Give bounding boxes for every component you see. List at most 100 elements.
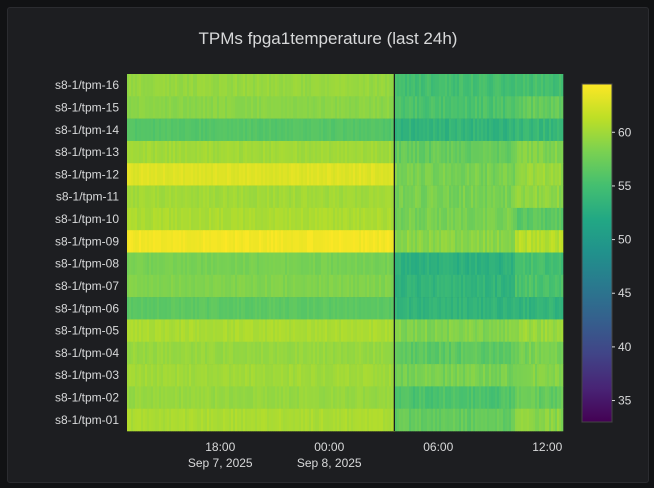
heatmap-cell: [135, 319, 138, 343]
heatmap-cell: [187, 319, 190, 343]
heatmap-cell: [249, 252, 252, 276]
heatmap-cell: [217, 386, 220, 409]
heatmap-cell: [217, 96, 220, 119]
heatmap-cell: [449, 163, 452, 186]
heatmap-cell: [359, 74, 362, 97]
heatmap-cell: [419, 341, 422, 365]
heatmap-cell: [453, 118, 456, 142]
heatmap-cell: [299, 408, 302, 432]
heatmap-cell: [381, 140, 384, 164]
heatmap-cell: [293, 252, 296, 276]
heatmap-cell: [557, 364, 560, 387]
y-tick-label: s8-1/tpm-02: [55, 391, 119, 405]
heatmap-cell: [299, 118, 302, 142]
heatmap-cell: [181, 185, 184, 209]
heatmap-cell: [409, 230, 412, 253]
heatmap-cell: [405, 297, 408, 320]
heatmap-cell: [551, 274, 554, 298]
heatmap-cell: [231, 386, 234, 409]
heatmap-cell: [517, 207, 520, 231]
heatmap-cell: [475, 297, 478, 320]
heatmap-cell: [319, 319, 322, 343]
heatmap-cell: [209, 207, 212, 231]
heatmap-cell: [279, 185, 282, 209]
heatmap-cell: [523, 408, 526, 432]
heatmap-cell: [275, 297, 278, 320]
heatmap-cell: [361, 297, 364, 320]
heatmap-cell: [225, 118, 228, 142]
heatmap-cell: [427, 96, 430, 119]
heatmap-cell: [293, 341, 296, 365]
heatmap-cell: [353, 364, 356, 387]
heatmap-cell: [159, 96, 162, 119]
heatmap-cell: [137, 319, 140, 343]
heatmap-cell: [143, 185, 146, 209]
heatmap-cell: [397, 386, 400, 409]
heatmap-cell: [287, 163, 290, 186]
heatmap-cell: [145, 118, 148, 142]
heatmap-cell: [261, 163, 264, 186]
heatmap-cell: [139, 74, 142, 97]
heatmap-cell: [409, 185, 412, 209]
heatmap-cell: [551, 364, 554, 387]
heatmap-cell: [223, 274, 226, 298]
heatmap-cell: [527, 118, 530, 142]
heatmap-cell: [183, 185, 186, 209]
heatmap-cell: [391, 386, 394, 409]
heatmap-cell: [293, 96, 296, 119]
heatmap-cell: [427, 230, 430, 253]
heatmap-cell: [475, 185, 478, 209]
heatmap-cell: [143, 118, 146, 142]
heatmap-cell: [345, 319, 348, 343]
heatmap-cell: [283, 185, 286, 209]
heatmap-cell: [527, 140, 530, 164]
heatmap-cell: [285, 74, 288, 97]
heatmap-cell: [463, 163, 466, 186]
heatmap-cell: [203, 140, 206, 164]
colorbar-tick-label: 60: [618, 125, 632, 139]
heatmap-cell: [443, 297, 446, 320]
heatmap-cell: [317, 230, 320, 253]
heatmap-cell: [183, 230, 186, 253]
heatmap-cell: [249, 274, 252, 298]
heatmap-cell: [337, 319, 340, 343]
heatmap-cell: [167, 319, 170, 343]
heatmap-cell: [391, 364, 394, 387]
heatmap-cell: [129, 230, 132, 253]
heatmap-cell: [433, 319, 436, 343]
heatmap-cell: [363, 341, 366, 365]
heatmap-cell: [127, 364, 130, 387]
heatmap-cell: [511, 230, 514, 253]
heatmap-cell: [193, 297, 196, 320]
heatmap-cell: [493, 185, 496, 209]
heatmap-cell: [401, 96, 404, 119]
heatmap-cell: [363, 252, 366, 276]
heatmap-cell: [415, 364, 418, 387]
heatmap-cell: [251, 96, 254, 119]
heatmap-cell: [541, 252, 544, 276]
heatmap-cell: [239, 207, 242, 231]
heatmap-cell: [145, 297, 148, 320]
heatmap-cell: [155, 274, 158, 298]
heatmap-cell: [521, 386, 524, 409]
heatmap-cell: [471, 207, 474, 231]
heatmap-cell: [289, 96, 292, 119]
heatmap-cell: [253, 252, 256, 276]
heatmap-cell: [445, 341, 448, 365]
heatmap-cell: [477, 96, 480, 119]
heatmap-cell: [217, 140, 220, 164]
heatmap-cell: [323, 252, 326, 276]
heatmap-cell: [449, 364, 452, 387]
heatmap-cell: [371, 118, 374, 142]
heatmap-cell: [439, 364, 442, 387]
heatmap-cell: [267, 140, 270, 164]
heatmap-cell: [251, 163, 254, 186]
heatmap-cell: [291, 364, 294, 387]
heatmap-cell: [503, 386, 506, 409]
heatmap-cell: [557, 185, 560, 209]
heatmap-cell: [311, 140, 314, 164]
heatmap-cell: [525, 252, 528, 276]
heatmap-cell: [405, 140, 408, 164]
heatmap-cell: [165, 319, 168, 343]
heatmap-cell: [543, 274, 546, 298]
